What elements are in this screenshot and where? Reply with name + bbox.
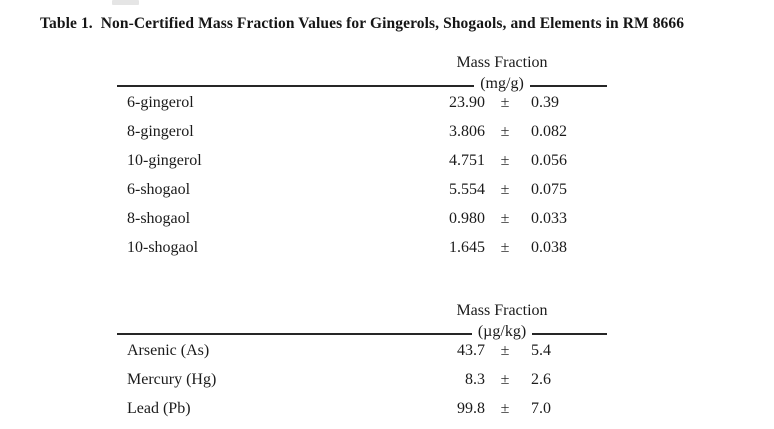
table-row: 10-gingerol 4.751 ± 0.056 <box>117 146 607 175</box>
uncertainty-value: 2.6 <box>531 371 551 388</box>
uncertainty-value: 0.075 <box>531 181 567 198</box>
mass-fraction-value: 99.8 <box>457 400 485 417</box>
page-edge-artifact <box>112 0 139 5</box>
plus-minus-sign: ± <box>500 123 510 140</box>
table-body: Arsenic (As) 43.7 ± 5.4 Mercury (Hg) 8.3… <box>117 335 607 423</box>
mass-fraction-value: 4.751 <box>449 152 485 169</box>
analyte-name: Arsenic (As) <box>127 342 210 359</box>
mass-fraction-value: 1.645 <box>449 239 485 256</box>
column-header-unit: (µg/kg) <box>471 324 533 340</box>
numeric-column-header: Mass Fraction (µg/kg) <box>402 302 602 340</box>
uncertainty-value: 0.056 <box>531 152 567 169</box>
table-row: Mercury (Hg) 8.3 ± 2.6 <box>117 365 607 394</box>
column-header-unit: (mg/g) <box>474 76 530 92</box>
table-row: 6-gingerol 23.90 ± 0.39 <box>117 88 607 117</box>
table-row: Arsenic (As) 43.7 ± 5.4 <box>117 336 607 365</box>
table-row: 8-gingerol 3.806 ± 0.082 <box>117 117 607 146</box>
column-header-unit-wrap: (mg/g) <box>402 71 602 92</box>
plus-minus-sign: ± <box>500 239 510 256</box>
numeric-column-header: Mass Fraction (mg/g) <box>402 54 602 92</box>
table-body: 6-gingerol 23.90 ± 0.39 8-gingerol 3.806… <box>117 87 607 262</box>
uncertainty-value: 0.39 <box>531 94 559 111</box>
analyte-name: 6-gingerol <box>127 94 194 111</box>
analyte-name: 6-shogaol <box>127 181 191 198</box>
uncertainty-value: 0.033 <box>531 210 567 227</box>
plus-minus-sign: ± <box>500 94 510 111</box>
analyte-name: Mercury (Hg) <box>127 371 217 388</box>
table-header-mgg: Mass Fraction (mg/g) <box>117 54 607 92</box>
mass-fraction-table-mgg: Mass Fraction (mg/g) 6-gingerol 23.90 ± … <box>117 54 607 262</box>
table-header-ugkg: Mass Fraction (µg/kg) <box>117 302 607 340</box>
analyte-name: 8-gingerol <box>127 123 194 140</box>
table-row: 6-shogaol 5.554 ± 0.075 <box>117 175 607 204</box>
analyte-name: 10-shogaol <box>127 239 199 256</box>
mass-fraction-value: 5.554 <box>449 181 485 198</box>
column-header-unit-wrap: (µg/kg) <box>402 319 602 340</box>
plus-minus-sign: ± <box>500 400 510 417</box>
uncertainty-value: 0.038 <box>531 239 567 256</box>
uncertainty-value: 5.4 <box>531 342 551 359</box>
uncertainty-value: 7.0 <box>531 400 551 417</box>
table-row: 8-shogaol 0.980 ± 0.033 <box>117 204 607 233</box>
plus-minus-sign: ± <box>500 210 510 227</box>
plus-minus-sign: ± <box>500 342 510 359</box>
plus-minus-sign: ± <box>500 371 510 388</box>
column-header-mass-fraction: Mass Fraction <box>456 302 548 319</box>
mass-fraction-value: 0.980 <box>449 210 485 227</box>
table-row: 10-shogaol 1.645 ± 0.038 <box>117 233 607 262</box>
table-caption: Table 1. Non-Certified Mass Fraction Val… <box>40 15 685 32</box>
mass-fraction-value: 43.7 <box>457 342 485 359</box>
analyte-name: 10-gingerol <box>127 152 202 169</box>
analyte-name: 8-shogaol <box>127 210 191 227</box>
column-header-mass-fraction: Mass Fraction <box>456 54 548 71</box>
plus-minus-sign: ± <box>500 181 510 198</box>
plus-minus-sign: ± <box>500 152 510 169</box>
mass-fraction-value: 23.90 <box>449 94 485 111</box>
mass-fraction-value: 3.806 <box>449 123 485 140</box>
mass-fraction-table-ugkg: Mass Fraction (µg/kg) Arsenic (As) 43.7 … <box>117 302 607 423</box>
mass-fraction-value: 8.3 <box>465 371 485 388</box>
analyte-name: Lead (Pb) <box>127 400 191 417</box>
uncertainty-value: 0.082 <box>531 123 567 140</box>
table-row: Lead (Pb) 99.8 ± 7.0 <box>117 394 607 423</box>
